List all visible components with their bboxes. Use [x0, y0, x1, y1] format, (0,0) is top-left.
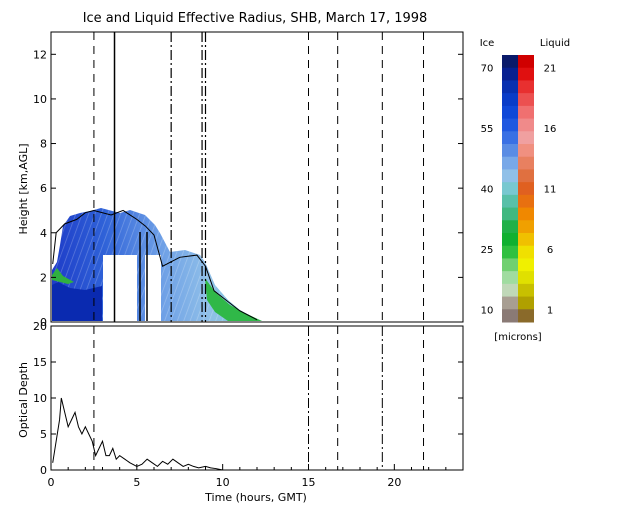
x-tick-label: 15: [302, 476, 316, 489]
liquid-color-cell: [518, 144, 534, 158]
cloud-green-edge: [52, 268, 74, 284]
ice-color-cell: [502, 156, 518, 170]
ice-color-cell: [502, 182, 518, 196]
x-tick-label: 5: [133, 476, 140, 489]
y-tick-label: 0: [40, 464, 47, 477]
liquid-color-cell: [518, 194, 534, 209]
x-tick-label: 20: [387, 476, 401, 489]
data-gap-1: [103, 255, 137, 322]
y-tick-label: 12: [33, 48, 47, 61]
liquid-color-cell: [518, 220, 534, 234]
ice-color-cell: [502, 169, 518, 183]
optical-depth-line: [52, 397, 223, 470]
y-tick-label: 8: [40, 138, 47, 151]
top-panel: 0 2 4 6 8 10 12 Height [km,AGL]: [17, 31, 464, 329]
colorbar-ice-tick: 40: [481, 185, 494, 196]
chart-title: Ice and Liquid Effective Radius, SHB, Ma…: [83, 11, 428, 26]
ice-color-cell: [502, 283, 518, 298]
x-axis-label: Time (hours, GMT): [204, 491, 307, 504]
ice-color-cell: [502, 194, 518, 209]
ice-color-cell: [502, 296, 518, 310]
y-tick-label: 0: [40, 316, 47, 329]
colorbar-ice-tick: 25: [481, 245, 494, 256]
liquid-color-cell: [518, 131, 534, 145]
top-axes-frame: [50, 31, 464, 323]
liquid-color-cell: [518, 67, 534, 81]
ice-color-cell: [502, 55, 518, 69]
ice-color-cell: [502, 80, 518, 94]
liquid-color-cell: [518, 55, 534, 69]
colorbar-liquid-tick: 11: [544, 185, 557, 196]
ice-color-cell: [502, 220, 518, 234]
colorbar-liquid-tick: 6: [547, 245, 553, 256]
liquid-color-cell: [518, 296, 534, 310]
liquid-color-cell: [518, 309, 534, 323]
cloud-top-outline: [52, 209, 258, 321]
top-y-ticks: 0 2 4 6 8 10 12: [33, 48, 463, 329]
liquid-color-cell: [518, 156, 534, 170]
colorbar-ice-tick: 55: [481, 124, 494, 135]
liquid-color-cell: [518, 258, 534, 272]
liquid-color-cell: [518, 105, 534, 120]
colorbar-liquid-tick: 16: [544, 124, 557, 135]
liquid-color-cell: [518, 182, 534, 196]
liquid-color-cell: [518, 245, 534, 259]
ice-color-cell: [502, 258, 518, 272]
ice-color-cell: [502, 271, 518, 285]
colorbar-ice-tick: 10: [481, 305, 494, 316]
colorbar-liquid-tick: 1: [547, 305, 553, 316]
bottom-y-ticks: 0 5 10 15 20: [33, 320, 463, 477]
ice-color-cell: [502, 233, 518, 247]
top-y-axis-label: Height [km,AGL]: [17, 143, 30, 234]
colorbar-liquid-strip: [518, 55, 534, 323]
ice-color-cell: [502, 67, 518, 81]
cloud-deep-blue-region: [52, 282, 102, 321]
bottom-y-axis-label: Optical Depth: [17, 362, 30, 438]
colorbar-ice-strip: [502, 55, 518, 323]
y-tick-label: 20: [33, 320, 47, 333]
colorbar-units: [microns]: [494, 332, 541, 343]
colorbar-liquid-title: Liquid: [540, 38, 570, 49]
liquid-color-cell: [518, 233, 534, 247]
bottom-time-markers: [93, 326, 425, 470]
ice-color-cell: [502, 118, 518, 132]
liquid-color-cell: [518, 118, 534, 132]
y-tick-label: 5: [40, 428, 47, 441]
ice-color-cell: [502, 131, 518, 145]
liquid-color-cell: [518, 207, 534, 221]
y-tick-label: 4: [40, 227, 47, 240]
liquid-color-cell: [518, 271, 534, 285]
ice-color-cell: [502, 144, 518, 158]
cloud-green-tail: [205, 278, 262, 321]
y-tick-label: 10: [33, 93, 47, 106]
x-tick-label: 10: [216, 476, 230, 489]
y-tick-label: 10: [33, 392, 47, 405]
bottom-panel: 0 5 10 15 20 0 5 10 15 20 Optical Depth Time (ho…: [17, 320, 464, 504]
ice-color-cell: [502, 105, 518, 120]
colorbar-tick-labels: 70 55 40 25 10 21 16 11 6 1: [481, 64, 557, 317]
ice-color-cell: [502, 309, 518, 323]
colorbar-ice-title: Ice: [480, 38, 495, 49]
y-tick-label: 6: [40, 182, 47, 195]
colorbar-ice-tick: 70: [481, 64, 494, 75]
data-gap-2: [145, 255, 161, 322]
bottom-x-ticks: 0 5 10 15 20: [48, 464, 464, 489]
top-time-markers: [93, 32, 425, 322]
x-tick-label: 0: [48, 476, 55, 489]
ice-color-cell: [502, 207, 518, 221]
liquid-color-cell: [518, 80, 534, 94]
colorbar: Ice Liquid 70 55 40 25 10 21 16 11 6 1 [microns]: [480, 38, 570, 343]
ice-color-cell: [502, 245, 518, 259]
liquid-color-cell: [518, 93, 534, 107]
liquid-color-cell: [518, 283, 534, 298]
colorbar-liquid-tick: 21: [544, 64, 557, 75]
y-tick-label: 15: [33, 356, 47, 369]
ice-color-cell: [502, 93, 518, 107]
y-tick-label: 2: [40, 271, 47, 284]
liquid-color-cell: [518, 169, 534, 183]
